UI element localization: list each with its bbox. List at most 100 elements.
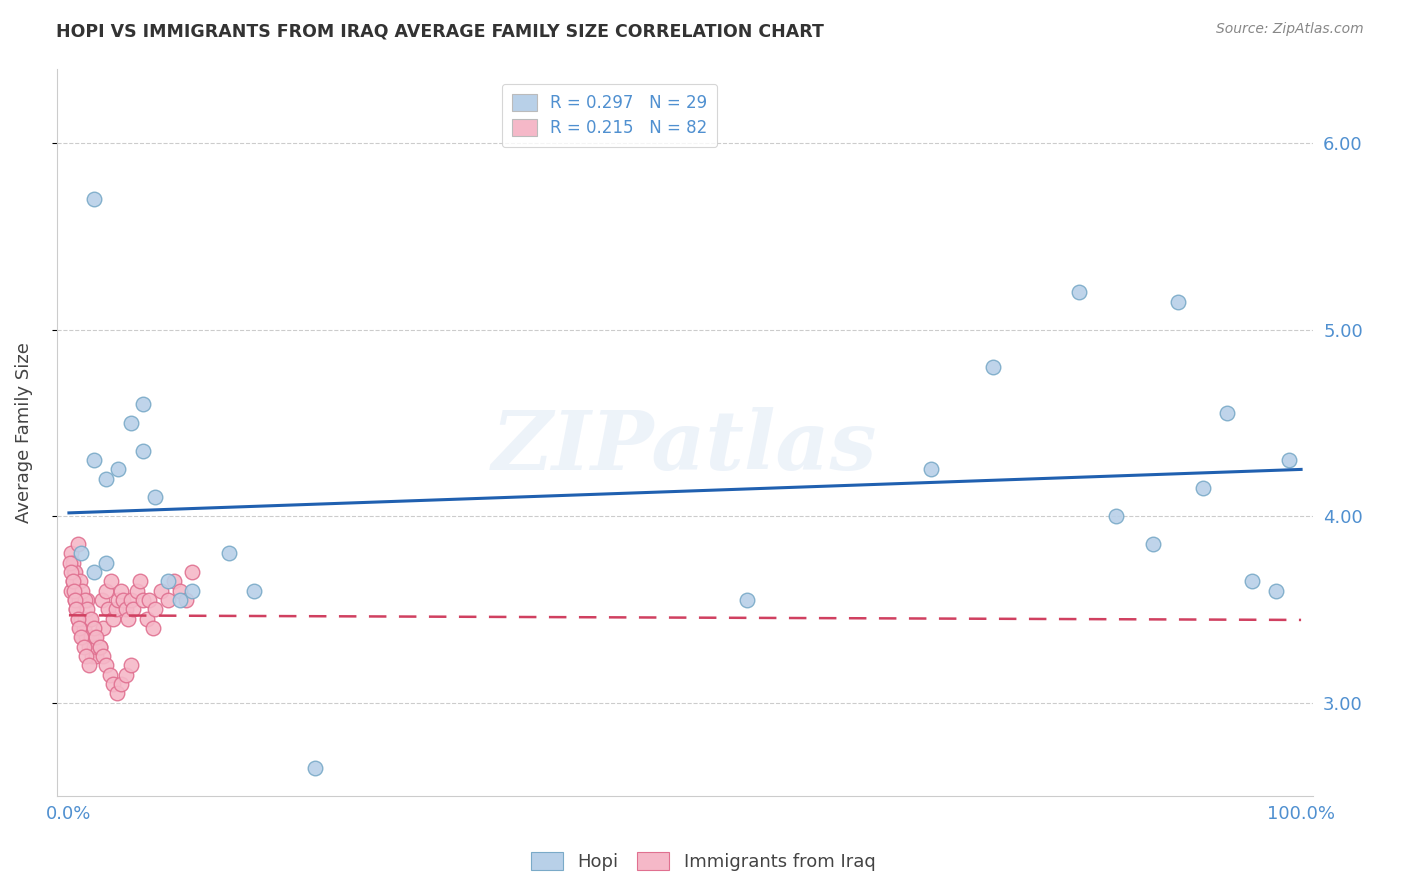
Point <box>114 667 136 681</box>
Point <box>107 462 129 476</box>
Legend: Hopi, Immigrants from Iraq: Hopi, Immigrants from Iraq <box>523 845 883 879</box>
Point <box>83 192 105 206</box>
Point <box>93 648 115 663</box>
Point <box>163 574 186 589</box>
Point <box>174 593 197 607</box>
Point <box>98 667 121 681</box>
Y-axis label: Average Family Size: Average Family Size <box>15 342 32 523</box>
Point <box>181 565 204 579</box>
Point <box>110 583 132 598</box>
Point <box>63 593 86 607</box>
Point <box>181 583 204 598</box>
Point <box>70 612 93 626</box>
Point <box>60 546 83 560</box>
Point <box>80 612 103 626</box>
Point <box>60 583 83 598</box>
Point <box>156 593 179 607</box>
Point <box>117 612 139 626</box>
Point <box>94 556 117 570</box>
Point <box>1167 294 1189 309</box>
Point <box>79 612 101 626</box>
Point <box>169 593 191 607</box>
Point <box>91 593 114 607</box>
Point <box>89 640 111 654</box>
Point <box>83 630 105 644</box>
Point <box>84 630 107 644</box>
Point <box>981 359 1004 374</box>
Point <box>100 574 122 589</box>
Point <box>67 593 90 607</box>
Point <box>63 565 86 579</box>
Point <box>89 640 111 654</box>
Point <box>156 574 179 589</box>
Point <box>76 602 98 616</box>
Point <box>72 583 94 598</box>
Point <box>93 621 115 635</box>
Point <box>80 630 103 644</box>
Point <box>1105 509 1128 524</box>
Point <box>60 565 83 579</box>
Point <box>73 621 96 635</box>
Point <box>150 583 173 598</box>
Point <box>70 546 93 560</box>
Point <box>66 537 89 551</box>
Point <box>77 640 100 654</box>
Point <box>94 583 117 598</box>
Point <box>132 443 155 458</box>
Point <box>83 621 105 635</box>
Point <box>73 593 96 607</box>
Point <box>114 602 136 616</box>
Point <box>63 583 86 598</box>
Point <box>304 761 326 775</box>
Point <box>104 602 127 616</box>
Point <box>120 593 142 607</box>
Point <box>77 658 100 673</box>
Point <box>105 686 128 700</box>
Point <box>110 677 132 691</box>
Point <box>75 630 97 644</box>
Point <box>107 593 129 607</box>
Point <box>97 602 120 616</box>
Point <box>112 593 135 607</box>
Point <box>735 593 758 607</box>
Point <box>143 602 166 616</box>
Legend: R = 0.297   N = 29, R = 0.215   N = 82: R = 0.297 N = 29, R = 0.215 N = 82 <box>502 84 717 147</box>
Point <box>920 462 942 476</box>
Point <box>82 648 104 663</box>
Point <box>73 612 96 626</box>
Point <box>122 602 145 616</box>
Point <box>120 658 142 673</box>
Point <box>63 565 86 579</box>
Point <box>1216 407 1239 421</box>
Point <box>132 593 155 607</box>
Text: HOPI VS IMMIGRANTS FROM IRAQ AVERAGE FAMILY SIZE CORRELATION CHART: HOPI VS IMMIGRANTS FROM IRAQ AVERAGE FAM… <box>56 22 824 40</box>
Point <box>67 621 90 635</box>
Point <box>62 574 84 589</box>
Point <box>69 621 91 635</box>
Point <box>1240 574 1263 589</box>
Point <box>1069 285 1091 300</box>
Point <box>143 491 166 505</box>
Point <box>59 556 82 570</box>
Point <box>142 621 165 635</box>
Point <box>86 640 108 654</box>
Point <box>103 612 125 626</box>
Point <box>70 630 93 644</box>
Point <box>83 640 105 654</box>
Point <box>72 630 94 644</box>
Point <box>73 640 96 654</box>
Point <box>65 602 87 616</box>
Point <box>125 583 148 598</box>
Point <box>66 612 89 626</box>
Point <box>1191 481 1213 495</box>
Point <box>66 612 89 626</box>
Point <box>135 612 157 626</box>
Point <box>62 574 84 589</box>
Text: ZIPatlas: ZIPatlas <box>492 407 877 487</box>
Point <box>84 648 107 663</box>
Point <box>62 556 84 570</box>
Point <box>138 593 160 607</box>
Point <box>218 546 240 560</box>
Point <box>242 583 264 598</box>
Point <box>65 602 87 616</box>
